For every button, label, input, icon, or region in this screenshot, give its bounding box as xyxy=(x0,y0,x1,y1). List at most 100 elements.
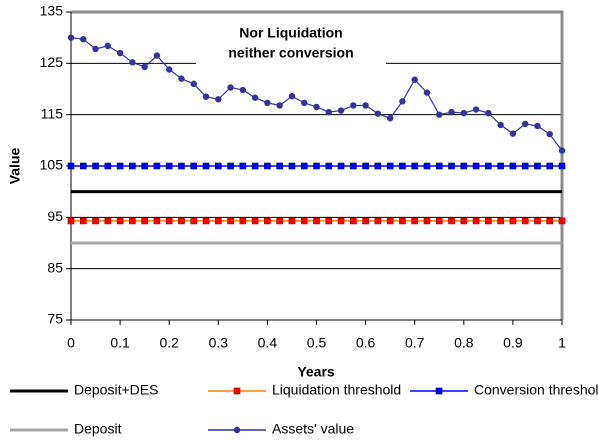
marker xyxy=(276,162,283,170)
marker xyxy=(546,130,553,138)
legend-label: Conversion threshold xyxy=(474,382,598,398)
marker xyxy=(435,217,443,225)
marker xyxy=(411,76,418,83)
x-tick-label: 0.8 xyxy=(454,335,474,351)
marker xyxy=(300,162,308,170)
marker xyxy=(460,109,467,117)
marker xyxy=(460,217,468,225)
marker xyxy=(374,217,382,225)
marker xyxy=(215,96,222,103)
marker xyxy=(423,217,431,225)
marker xyxy=(190,80,197,88)
marker xyxy=(546,162,554,170)
marker xyxy=(337,217,345,225)
marker xyxy=(509,162,517,170)
marker xyxy=(313,217,320,225)
x-axis-label: Years xyxy=(297,364,335,380)
legend-item: Assets' value xyxy=(208,421,354,437)
marker xyxy=(325,217,333,225)
y-tick-label: 75 xyxy=(47,311,63,327)
marker xyxy=(227,162,234,170)
legend-marker xyxy=(233,426,241,434)
marker xyxy=(202,217,210,225)
marker xyxy=(386,217,394,225)
marker xyxy=(521,120,529,128)
marker xyxy=(423,162,431,170)
marker xyxy=(485,217,492,225)
x-tick-label: 0.3 xyxy=(209,335,229,351)
marker xyxy=(497,217,504,225)
x-tick-label: 0.2 xyxy=(159,335,179,351)
marker xyxy=(116,162,124,170)
legend-label: Assets' value xyxy=(272,421,354,437)
legend-item: Deposit xyxy=(10,421,122,437)
marker xyxy=(411,162,419,170)
marker xyxy=(300,217,308,225)
x-tick-label: 0.7 xyxy=(405,335,425,351)
marker xyxy=(239,86,247,94)
marker xyxy=(129,217,136,225)
marker xyxy=(80,36,87,43)
marker xyxy=(202,93,210,100)
x-tick-label: 0.9 xyxy=(503,335,523,351)
legend-label: Deposit xyxy=(74,421,122,437)
marker xyxy=(129,59,136,66)
marker xyxy=(509,130,517,137)
marker xyxy=(227,84,234,91)
marker xyxy=(386,162,394,170)
marker xyxy=(423,89,431,96)
marker xyxy=(350,217,357,225)
marker xyxy=(325,162,333,170)
marker xyxy=(472,162,480,170)
marker xyxy=(178,217,185,225)
marker xyxy=(399,98,406,105)
marker xyxy=(288,162,296,170)
marker xyxy=(251,217,259,225)
y-tick-label: 125 xyxy=(40,54,64,70)
marker xyxy=(264,217,271,225)
marker xyxy=(92,217,99,225)
x-tick-label: 0.6 xyxy=(356,335,376,351)
marker xyxy=(546,217,554,225)
marker xyxy=(313,162,320,170)
legend-item: Conversion threshold xyxy=(410,382,598,398)
marker xyxy=(178,162,185,170)
marker xyxy=(362,217,369,225)
marker xyxy=(141,162,148,170)
marker xyxy=(325,108,332,116)
marker xyxy=(153,162,161,170)
marker xyxy=(79,162,87,170)
marker xyxy=(350,162,357,170)
y-tick-label: 135 xyxy=(40,3,64,19)
marker xyxy=(276,102,283,109)
marker xyxy=(411,217,419,225)
plot-border xyxy=(71,10,564,320)
marker xyxy=(521,162,529,170)
marker xyxy=(313,103,320,111)
marker xyxy=(104,42,112,50)
marker xyxy=(251,94,259,101)
marker xyxy=(558,162,566,170)
marker xyxy=(435,162,443,170)
marker xyxy=(448,217,455,225)
x-tick-label: 0.5 xyxy=(307,335,327,351)
marker xyxy=(215,162,222,170)
marker xyxy=(374,162,382,170)
marker xyxy=(485,162,492,170)
marker xyxy=(153,217,161,225)
marker xyxy=(276,217,283,225)
marker xyxy=(215,217,222,225)
marker xyxy=(472,217,480,225)
marker xyxy=(337,162,345,170)
marker xyxy=(141,217,148,225)
marker xyxy=(534,122,541,130)
marker xyxy=(92,162,99,170)
y-tick-label: 115 xyxy=(41,105,64,121)
marker xyxy=(558,147,566,154)
marker xyxy=(337,107,345,114)
marker xyxy=(264,99,271,107)
marker xyxy=(362,162,369,170)
marker xyxy=(116,217,124,225)
marker xyxy=(104,217,112,225)
legend-item: Liquidation threshold xyxy=(208,382,401,398)
